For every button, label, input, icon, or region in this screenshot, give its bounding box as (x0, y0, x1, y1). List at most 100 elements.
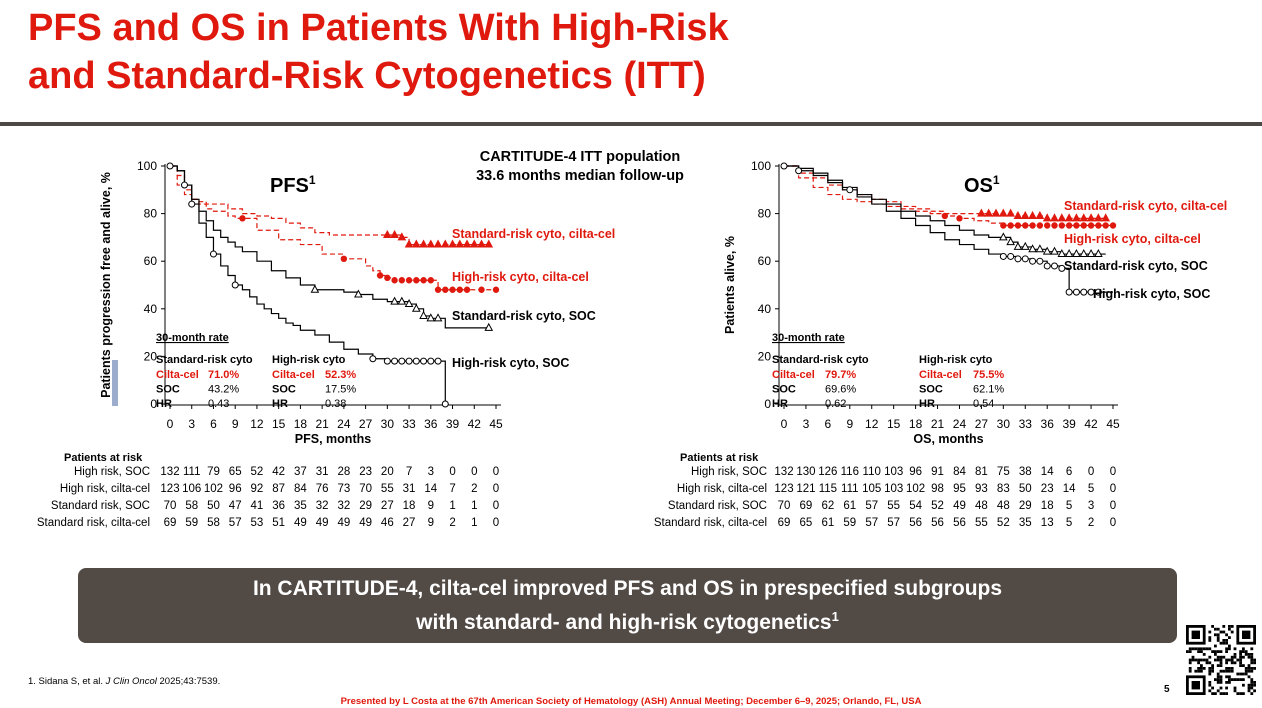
os-censor-marker (1000, 222, 1007, 229)
pfs-at-risk-cell: 0 (493, 483, 499, 495)
os-y-tick-label: 0 (764, 397, 771, 411)
title-divider (0, 122, 1262, 126)
qr-module (1214, 653, 1217, 656)
qr-module (1202, 658, 1206, 662)
os-at-risk-row-label: High risk, cilta-cel (677, 483, 767, 495)
os-censor-marker (795, 167, 803, 175)
qr-module (1228, 681, 1231, 684)
os-censor-marker (1007, 222, 1014, 229)
os-censor-marker (1079, 249, 1089, 258)
pfs-censor-marker (383, 357, 391, 365)
os-series-line-2 (784, 165, 1106, 255)
os-censor-marker (999, 252, 1007, 260)
qr-module (1208, 669, 1212, 673)
qr-module (1236, 672, 1240, 676)
os-censor-marker (1080, 222, 1087, 229)
qr-module (1225, 675, 1228, 679)
os-rate-row-label: Cilta-cel (772, 369, 815, 381)
slide-title: PFS and OS in Patients With High-Risk an… (28, 4, 1028, 100)
pfs-at-risk-cell: 79 (207, 466, 220, 478)
pfs-at-risk-row-label: High risk, cilta-cel (60, 483, 150, 495)
pfs-at-risk-cell: 73 (337, 483, 350, 495)
pfs-rate-col2-header: High-risk cyto (272, 354, 346, 366)
os-y-tick-label: 20 (758, 349, 772, 363)
pfs-y-axis-label: Patients progression free and alive, % (99, 172, 113, 398)
qr-module (1219, 692, 1223, 695)
pfs-at-risk-cell: 9 (428, 500, 434, 512)
pfs-at-risk-cell: 53 (251, 517, 264, 529)
pfs-at-risk-cell: 41 (251, 500, 264, 512)
os-at-risk-cell: 65 (800, 517, 813, 529)
qr-module (1230, 669, 1234, 673)
pfs-rate-value: 52.3% (325, 369, 356, 381)
pfs-x-tick-label: 39 (446, 417, 460, 431)
os-x-tick-label: 12 (865, 417, 879, 431)
os-y-tick-label: 60 (758, 254, 772, 268)
pfs-censor-marker (477, 239, 486, 248)
pfs-x-tick-label: 0 (167, 417, 174, 431)
os-censor-marker (1064, 249, 1074, 258)
os-censor-marker (1073, 222, 1080, 229)
os-at-risk-row-label: High risk, SOC (691, 466, 767, 478)
qr-module (1247, 653, 1251, 656)
pfs-at-risk-cell: 132 (160, 466, 179, 478)
qr-code-icon[interactable] (1186, 625, 1256, 695)
qr-module (1228, 636, 1231, 639)
pfs-series-label-0: Standard-risk cyto, cilta-cel (452, 227, 615, 241)
qr-module (1233, 689, 1237, 693)
qr-module (1225, 686, 1228, 690)
pfs-censor-marker (413, 277, 420, 284)
qr-module (1222, 655, 1226, 659)
pfs-y-tick-label: 40 (144, 302, 158, 316)
os-censor-marker (1007, 252, 1015, 260)
qr-module (1219, 669, 1223, 673)
callout-superscript: 1 (831, 608, 839, 624)
qr-module (1208, 681, 1212, 684)
os-x-tick-label: 27 (975, 417, 989, 431)
os-at-risk-cell: 105 (862, 483, 881, 495)
os-x-tick-label: 45 (1106, 417, 1120, 431)
qr-module (1244, 672, 1248, 676)
qr-module (1239, 678, 1242, 681)
qr-module (1244, 667, 1248, 670)
os-at-risk-cell: 0 (1110, 500, 1116, 512)
qr-module (1225, 650, 1228, 653)
os-rate-row-label: HR (772, 398, 788, 410)
pfs-at-risk-cell: 23 (359, 466, 372, 478)
pfs-at-risk-cell: 58 (207, 517, 220, 529)
pfs-censor-marker (427, 277, 434, 284)
os-x-tick-label: 42 (1084, 417, 1098, 431)
pfs-censor-marker (456, 286, 463, 293)
os-censor-marker (1021, 255, 1029, 263)
os-censor-marker (1036, 222, 1044, 229)
os-censor-marker (1029, 257, 1037, 265)
qr-module (1191, 647, 1195, 651)
os-rate-col1-header: Standard-risk cyto (772, 354, 869, 366)
pfs-at-risk-cell: 47 (229, 500, 242, 512)
pfs-at-risk-cell: 51 (272, 517, 285, 529)
qr-module (1225, 647, 1228, 651)
qr-module (1216, 633, 1220, 637)
qr-module (1250, 658, 1254, 662)
pfs-at-risk-cell: 70 (359, 483, 372, 495)
os-censor-marker (846, 186, 854, 194)
pfs-at-risk-cell: 29 (359, 500, 372, 512)
os-rate-col2-header: High-risk cyto (919, 354, 993, 366)
os-x-tick-label: 36 (1041, 417, 1055, 431)
pfs-at-risk-cell: 28 (337, 466, 350, 478)
pfs-at-risk-cell: 76 (316, 483, 329, 495)
qr-module (1247, 664, 1251, 667)
pfs-at-risk-cell: 106 (182, 483, 201, 495)
os-censor-marker (998, 232, 1008, 241)
os-x-tick-label: 18 (909, 417, 923, 431)
qr-module (1216, 639, 1220, 642)
qr-module (1247, 686, 1251, 690)
pfs-at-risk-cell: 3 (428, 466, 434, 478)
os-rate-value: 0.62 (825, 398, 846, 410)
pfs-rate-row-label: Cilta-cel (156, 369, 199, 381)
qr-module (1219, 675, 1223, 679)
qr-module (1208, 636, 1212, 639)
qr-module (1200, 650, 1203, 653)
pfs-at-risk-cell: 96 (229, 483, 242, 495)
